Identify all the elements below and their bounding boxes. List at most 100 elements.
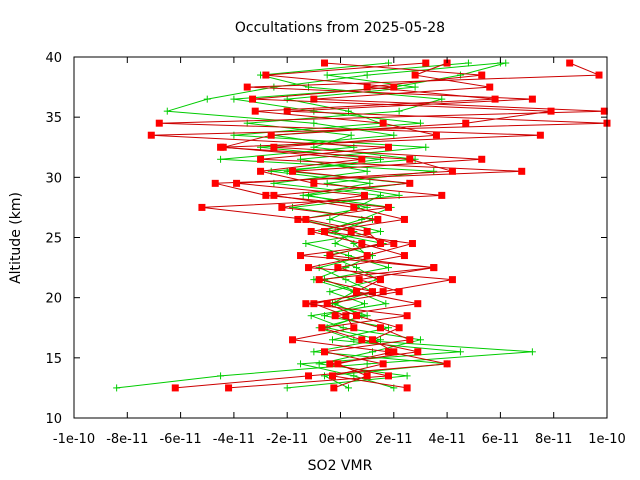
data-point <box>414 348 422 356</box>
x-tick-label: 8e-11 <box>535 432 573 447</box>
x-tick-label: 2e-11 <box>375 432 413 447</box>
x-tick-label: -2e-11 <box>266 432 308 447</box>
plot-frame <box>73 56 608 419</box>
data-point <box>528 348 536 356</box>
data-point <box>384 203 392 211</box>
data-point <box>270 83 278 91</box>
data-point <box>384 143 392 151</box>
x-tick-label: 6e-11 <box>482 432 520 447</box>
data-point <box>478 71 486 79</box>
series-line <box>228 62 496 389</box>
data-point <box>432 131 440 139</box>
data-point <box>395 107 403 115</box>
data-point <box>297 252 305 260</box>
data-point <box>352 312 360 320</box>
data-point <box>384 348 392 356</box>
data-point <box>390 131 398 139</box>
data-point <box>363 360 371 368</box>
data-point <box>310 107 318 115</box>
data-point <box>403 372 411 380</box>
data-point <box>334 360 342 368</box>
data-point <box>384 264 392 272</box>
data-point <box>203 95 211 103</box>
x-tick-label: -8e-11 <box>106 432 148 447</box>
data-point <box>331 300 339 308</box>
series-line <box>159 62 605 389</box>
data-point <box>270 191 278 199</box>
data-point <box>528 95 536 103</box>
data-point <box>376 227 384 235</box>
data-point <box>171 384 179 392</box>
data-point <box>225 384 233 392</box>
data-point <box>352 264 360 272</box>
data-point <box>502 59 510 67</box>
data-point <box>422 59 430 67</box>
data-point <box>518 167 526 175</box>
data-point <box>430 167 438 175</box>
data-point <box>217 155 225 163</box>
data-point <box>323 300 331 308</box>
data-point <box>305 372 313 380</box>
data-point <box>395 288 403 296</box>
data-point <box>270 143 278 151</box>
data-point <box>376 191 384 199</box>
data-point <box>302 215 310 223</box>
data-point <box>344 384 352 392</box>
data-point <box>326 360 334 368</box>
data-point <box>321 59 329 67</box>
data-point <box>323 179 331 187</box>
data-point <box>326 288 334 296</box>
data-point <box>283 107 291 115</box>
data-point <box>289 167 297 175</box>
data-point <box>318 324 326 332</box>
data-point <box>376 336 384 344</box>
data-point <box>411 83 419 91</box>
data-point <box>376 276 384 284</box>
x-tick-label: -6e-11 <box>159 432 201 447</box>
data-point <box>478 155 486 163</box>
data-point <box>358 240 366 248</box>
data-point <box>283 384 291 392</box>
x-tick-label: -1e-10 <box>53 432 95 447</box>
data-point <box>310 95 318 103</box>
data-point <box>257 155 265 163</box>
data-point <box>310 119 318 127</box>
data-point <box>448 276 456 284</box>
data-point <box>363 71 371 79</box>
data-point <box>422 143 430 151</box>
data-point <box>352 288 360 296</box>
data-point <box>217 372 225 380</box>
data-point <box>595 71 603 79</box>
data-point <box>390 83 398 91</box>
data-point <box>350 203 358 211</box>
data-point <box>374 215 382 223</box>
data-point <box>408 240 416 248</box>
data-point <box>251 107 259 115</box>
data-point <box>113 384 121 392</box>
x-tick-label: 1e-10 <box>588 432 626 447</box>
y-tick-label: 40 <box>45 51 62 66</box>
data-point <box>219 143 227 151</box>
data-point <box>310 179 318 187</box>
data-point <box>283 95 291 103</box>
data-point <box>315 360 323 368</box>
data-point <box>390 240 398 248</box>
data-point <box>350 324 358 332</box>
data-point <box>321 348 329 356</box>
data-point <box>350 143 358 151</box>
data-point <box>395 324 403 332</box>
data-point <box>438 191 446 199</box>
series-line <box>151 62 608 389</box>
y-tick-label: 25 <box>45 232 62 247</box>
data-point <box>329 372 337 380</box>
data-point <box>411 71 419 79</box>
data-point <box>416 336 424 344</box>
data-point <box>329 336 337 344</box>
data-point <box>400 215 408 223</box>
data-point <box>307 227 315 235</box>
data-point <box>566 59 574 67</box>
data-point <box>406 336 414 344</box>
data-point <box>243 83 251 91</box>
data-point <box>289 203 297 211</box>
